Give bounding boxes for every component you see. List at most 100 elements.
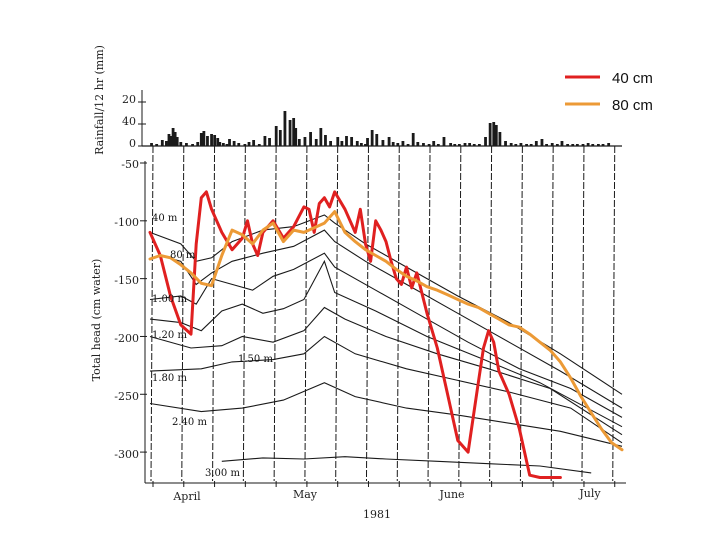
rainfall-bar (309, 132, 312, 146)
depth-curve (149, 382, 623, 447)
rainfall-bar (411, 133, 415, 146)
day-grid-line (335, 145, 339, 482)
rainfall-bar (545, 144, 548, 146)
rainfall-bar (340, 141, 344, 146)
rainfall-bar (268, 138, 271, 146)
rainfall-bar (586, 143, 590, 146)
rainfall-bar (472, 144, 476, 146)
rainfall-bar (416, 142, 420, 146)
rainfall-bar (442, 137, 446, 146)
rainfall-bar (191, 144, 194, 146)
depth-curve (149, 335, 623, 444)
rainfall-bar (509, 143, 513, 146)
rainfall-bar (375, 134, 379, 146)
rainfall-bar (263, 136, 267, 146)
rainfall-bar (591, 144, 595, 146)
rainfall-bar (514, 144, 518, 146)
month-label-may: May (293, 488, 318, 501)
rainfall-bar (540, 139, 544, 146)
day-grid-line (427, 145, 431, 482)
rainfall-bar (432, 141, 436, 146)
rainfall-bar (571, 144, 575, 146)
rainfall-bar (225, 144, 229, 146)
rainfall-bar (237, 143, 241, 146)
rainfall-bar (359, 143, 363, 146)
rainfall-bar (202, 131, 206, 146)
rainfall-bar (364, 144, 367, 146)
rainfall-bar (468, 143, 472, 146)
rainfall-bar (247, 142, 251, 146)
rain-tick-label: 0 (129, 137, 136, 150)
rainfall-bar (387, 137, 391, 146)
depth-label: 1.20 m (152, 330, 187, 341)
rainfall-bar (581, 144, 585, 146)
rainfall-bar (179, 142, 183, 146)
head-axis-label: Total head (cm water) (90, 259, 103, 382)
head-tick-label: -100 (114, 216, 139, 229)
rainfall-bar (199, 133, 203, 146)
rainfall-bar (171, 128, 175, 146)
rainfall-bar (401, 141, 405, 146)
rainfall-bar (484, 137, 487, 146)
rainfall-bar (529, 144, 533, 146)
rainfall-bar (488, 123, 492, 146)
rainfall-bar (324, 135, 327, 146)
rainfall-bar (257, 144, 261, 146)
rainfall-bar (396, 143, 400, 146)
rainfall-bar (601, 144, 605, 146)
x-axis-year-label: 1981 (363, 508, 391, 521)
rainfall-bar (422, 143, 425, 146)
rainfall-bar (525, 144, 528, 146)
rainfall-bar (216, 138, 220, 146)
rain-tick-label: 40 (122, 115, 136, 128)
month-label-june: June (438, 488, 464, 501)
depth-label: 2.40 m (172, 417, 207, 428)
rainfall-bar (173, 132, 177, 146)
day-grid-line (150, 145, 154, 482)
head-tick-label: -200 (114, 332, 139, 345)
rainfall-bar (210, 134, 213, 146)
rainfall-bar (366, 138, 369, 146)
rainfall-bar (534, 141, 538, 146)
rainfall-bar (477, 144, 481, 146)
day-grid-line (365, 145, 369, 482)
day-grid-line (304, 145, 308, 482)
rainfall-bar (560, 141, 564, 146)
depth-label: 1.00 m (152, 294, 187, 305)
day-grid-line (273, 145, 277, 482)
head-tick-label: -50 (121, 158, 139, 171)
rainfall-bar (206, 136, 209, 146)
depth-label: 1.80 m (152, 373, 187, 384)
rainfall-bar (391, 142, 395, 146)
rainfall-bar (228, 139, 231, 146)
day-grid-line (242, 145, 246, 482)
day-grid-line (458, 145, 462, 482)
rainfall-bar (504, 141, 507, 146)
rainfall-bar (274, 126, 278, 146)
rainfall-bar (288, 120, 292, 146)
rainfall-bar (150, 143, 153, 146)
day-grid-line (181, 145, 185, 482)
rainfall-bar (283, 111, 287, 146)
rainfall-bar (336, 137, 340, 146)
rainfall-bar (155, 144, 159, 146)
series-line-80cm (148, 210, 624, 452)
rainfall-bar (566, 144, 570, 146)
depth-curve (221, 456, 592, 474)
rainfall-bar (449, 143, 453, 146)
rainfall-bar (213, 135, 217, 146)
rainfall-bar (303, 137, 307, 146)
rainfall-bar (185, 143, 188, 146)
rainfall-bar (355, 141, 359, 146)
month-label-april: April (172, 490, 201, 503)
series-line-40cm (148, 190, 562, 479)
rainfall-bar (575, 144, 579, 146)
rainfall-bar (494, 125, 498, 146)
rainfall-bar (169, 136, 173, 146)
rainfall-bar (436, 144, 440, 146)
rainfall-bar (297, 139, 301, 146)
legend-label-40cm: 40 cm (612, 70, 653, 87)
rainfall-bar (243, 144, 247, 146)
series-lines (148, 190, 624, 479)
